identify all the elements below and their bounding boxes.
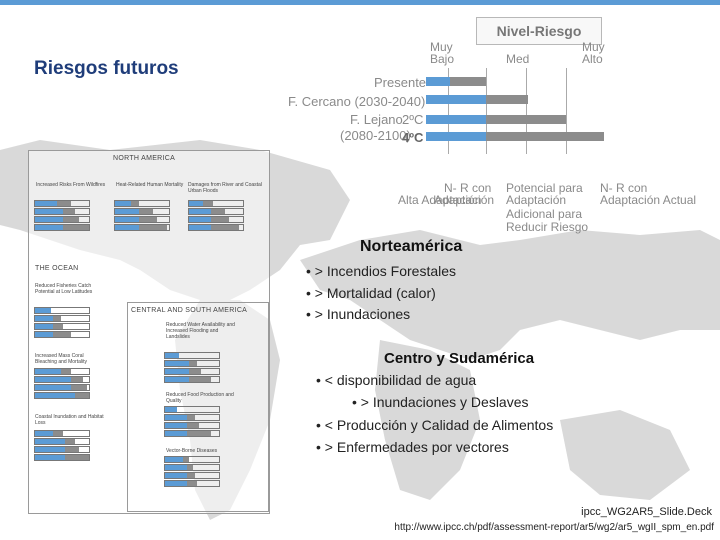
legend-nr-current-2: Adaptación Actual [600, 193, 697, 207]
mini-chart-csa-food [164, 406, 220, 438]
mini-chart-na-heat [114, 200, 170, 232]
legend-potential-3: Adicional para [506, 207, 583, 221]
mini-chart-na-wildfires [34, 200, 90, 232]
risk-level-legend: Nivel-Riesgo Muy Bajo Med Muy Alto Prese… [280, 14, 720, 234]
legend-near-term: F. Cercano (2030-2040) [288, 94, 426, 109]
source-url[interactable]: http://www.ipcc.ch/pdf/assessment-report… [394, 522, 714, 533]
legend-vline-1 [448, 68, 449, 154]
csa-bullet-food: • < Producción y Calidad de Alimentos [316, 417, 554, 433]
legend-long-term-2: (2080-2100) [340, 128, 411, 143]
legend-nr-with-2: Adaptación [434, 193, 495, 207]
inset-na-wildfires: Increased Risks From Wildfires [36, 182, 106, 188]
slide-title: Riesgos futuros [34, 58, 179, 79]
mini-chart-csa-vector [164, 456, 220, 488]
legend-potential-2: Adaptación [506, 193, 567, 207]
legend-med: Med [506, 52, 530, 66]
source-deck-name: ipcc_WG2AR5_Slide.Deck [581, 506, 712, 518]
legend-title: Nivel-Riesgo [476, 17, 602, 45]
inset-north-america: NORTH AMERICA [113, 155, 176, 162]
legend-4c: 4ºC [402, 130, 424, 145]
legend-bar-present-blue [426, 77, 450, 86]
central-south-america-heading: Centro y Sudamérica [384, 350, 535, 367]
csa-bullet-vectors: • > Enfermedades por vectores [316, 439, 509, 455]
inset-ocean-fisheries: Reduced Fisheries Catch Potential at Low… [35, 283, 93, 295]
top-accent-bar [0, 0, 720, 5]
na-bullet-wildfires: • > Incendios Forestales [306, 263, 457, 279]
legend-bar-2c-blue [426, 115, 486, 124]
csa-bullet-floods: • > Inundaciones y Deslaves [352, 394, 529, 410]
mini-chart-csa-water [164, 352, 220, 384]
legend-bar-4c-grey [486, 132, 604, 141]
legend-long-term-1: F. Lejano [350, 112, 403, 127]
mini-chart-na-floods [188, 200, 244, 232]
inset-central-south-america: CENTRAL AND SOUTH AMERICA [131, 307, 248, 314]
inset-csa-water: Reduced Water Availability and Increased… [166, 322, 235, 340]
legend-potential-1: Potencial para [506, 181, 583, 195]
csa-bullet-water: • < disponibilidad de agua [316, 372, 477, 388]
legend-potential-4: Reducir Riesgo [506, 220, 589, 234]
na-bullet-heat-mortality: • > Mortalidad (calor) [306, 285, 436, 301]
mini-chart-ocean-coral [34, 368, 90, 400]
mini-chart-ocean-fisheries [34, 307, 90, 339]
legend-very-low-2: Bajo [430, 52, 455, 66]
legend-present: Presente [374, 75, 427, 90]
legend-2c: 2ºC [402, 112, 424, 127]
legend-bar-near-grey [486, 95, 528, 104]
legend-nr-with-1: N- R con [444, 181, 492, 195]
legend-vline-4 [566, 68, 567, 154]
legend-vline-2 [486, 68, 487, 154]
legend-bar-4c-blue [426, 132, 486, 141]
inset-ocean-coral: Increased Mass Coral Bleaching and Morta… [35, 353, 87, 365]
inset-na-heat: Heat-Related Human Mortality [116, 182, 184, 188]
north-america-heading: Norteamérica [360, 238, 463, 255]
legend-vline-3 [526, 68, 527, 154]
legend-bar-present-grey [450, 77, 486, 86]
mini-chart-ocean-coastal [34, 430, 90, 462]
legend-nr-current-1: N- R con [600, 181, 648, 195]
inset-ocean: THE OCEAN [35, 265, 79, 272]
inset-na-floods: Damages from River and Coastal Urban Flo… [188, 182, 262, 194]
legend-very-high-1: Muy [582, 40, 605, 54]
legend-very-high-2: Alto [582, 52, 603, 66]
legend-high-adapt: Alta Adaptación [398, 193, 482, 207]
legend-bar-near-blue [426, 95, 486, 104]
legend-bar-2c-grey [486, 115, 566, 124]
legend-very-low-1: Muy [430, 40, 453, 54]
inset-csa-food: Reduced Food Production and Quality [166, 392, 234, 404]
csa-subpanel [127, 302, 269, 512]
inset-ocean-coastal: Coastal Inundation and Habitat Loss [35, 414, 104, 426]
inset-csa-vector: Vector-Borne Diseases [166, 448, 218, 454]
na-bullet-floods: • > Inundaciones [306, 306, 411, 322]
